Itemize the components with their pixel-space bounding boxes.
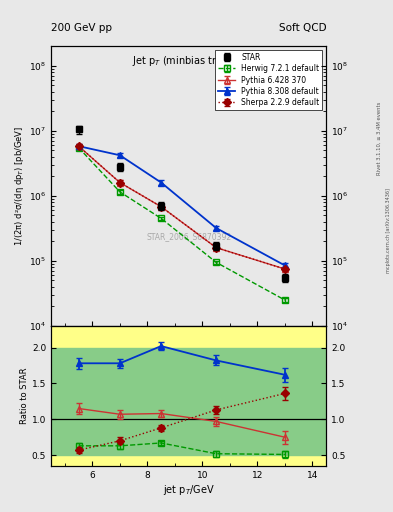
Text: mcplots.cern.ch [arXiv:1306.3436]: mcplots.cern.ch [arXiv:1306.3436] <box>386 188 391 273</box>
Legend: STAR, Herwig 7.2.1 default, Pythia 6.428 370, Pythia 8.308 default, Sherpa 2.2.9: STAR, Herwig 7.2.1 default, Pythia 6.428… <box>215 50 322 110</box>
Y-axis label: 1/(2π) d²σ/(dη dp$_T$) [pb/GeV]: 1/(2π) d²σ/(dη dp$_T$) [pb/GeV] <box>13 126 26 246</box>
Text: STAR_2006_S6870392: STAR_2006_S6870392 <box>146 232 231 241</box>
Text: Soft QCD: Soft QCD <box>279 23 326 33</box>
Bar <box>51 348 326 455</box>
Text: Jet p$_T$ (minbias trigger): Jet p$_T$ (minbias trigger) <box>132 54 245 69</box>
X-axis label: jet p$_T$/GeV: jet p$_T$/GeV <box>163 482 215 497</box>
Y-axis label: Ratio to STAR: Ratio to STAR <box>20 368 29 424</box>
Bar <box>51 326 326 466</box>
Text: Rivet 3.1.10, ≥ 3.4M events: Rivet 3.1.10, ≥ 3.4M events <box>377 101 382 175</box>
Text: 200 GeV pp: 200 GeV pp <box>51 23 112 33</box>
